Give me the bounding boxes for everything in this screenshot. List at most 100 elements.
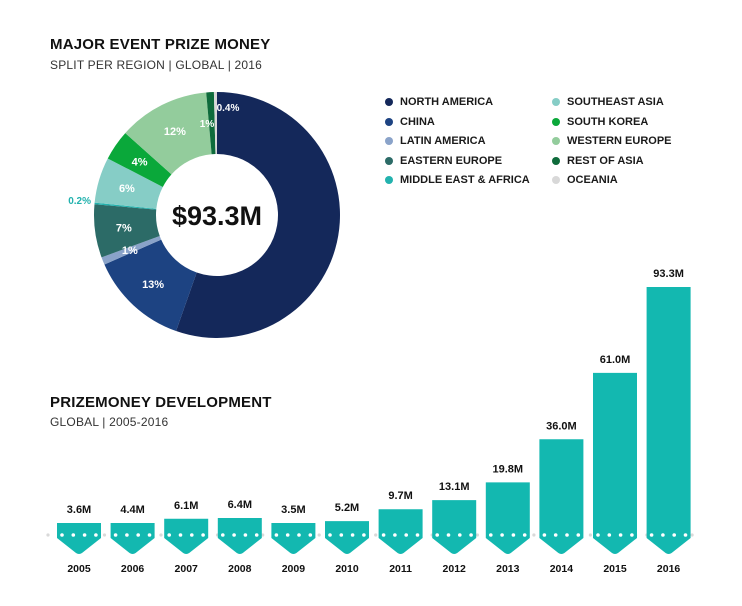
donut-slice-south-korea xyxy=(107,133,172,187)
legend-item-south-korea: SOUTH KOREA xyxy=(552,116,648,128)
bar-2013 xyxy=(485,482,530,554)
legend-label: EASTERN EUROPE xyxy=(400,154,503,167)
bar-dot xyxy=(630,533,634,537)
legend-item-china: CHINA xyxy=(385,116,435,128)
bar-dot xyxy=(297,533,301,537)
legend-label: SOUTHEAST ASIA xyxy=(567,96,664,108)
bar-value-label: 93.3M xyxy=(653,268,684,280)
bar-dot xyxy=(113,533,118,537)
bar-2005 xyxy=(57,523,101,554)
bar-2012 xyxy=(432,500,477,554)
baseline-dot xyxy=(532,533,536,537)
bar-dot xyxy=(167,533,171,537)
bar-dot xyxy=(147,533,152,537)
bar-dot xyxy=(500,533,504,537)
donut-subtitle: SPLIT PER REGION | GLOBAL | 2016 xyxy=(50,58,263,72)
bar-2014 xyxy=(539,439,584,554)
legend-item-oceania: OCEANIA xyxy=(552,174,618,186)
bar-dot xyxy=(201,533,205,537)
bar-2016 xyxy=(646,287,691,554)
donut-slice-china xyxy=(104,239,197,331)
bar-dot xyxy=(125,533,129,537)
baseline-dot xyxy=(374,533,378,537)
bar-value-label: 36.0M xyxy=(546,420,577,432)
x-tick-label: 2012 xyxy=(443,563,467,575)
legend-label: CHINA xyxy=(400,115,435,128)
bar-value-label: 9.7M xyxy=(388,490,412,502)
bar-dot xyxy=(649,533,654,537)
legend-item-rest-of-asia: REST OF ASIA xyxy=(552,155,644,167)
donut-slice-eastern-europe xyxy=(94,204,160,258)
donut-title: MAJOR EVENT PRIZE MONEY xyxy=(50,36,271,53)
bar-dot xyxy=(339,533,344,537)
legend-swatch-icon xyxy=(385,176,393,184)
bar-dot xyxy=(683,533,688,537)
bar-dot xyxy=(221,533,225,537)
legend-label: SOUTH KOREA xyxy=(567,115,649,128)
x-tick-label: 2005 xyxy=(67,563,91,575)
bar-dot xyxy=(381,533,386,537)
donut-label-latin-america: 1% xyxy=(122,245,138,257)
bar-2010 xyxy=(325,521,369,554)
bar-value-label: 5.2M xyxy=(335,502,359,514)
bar-dot xyxy=(672,533,676,537)
baseline-dot xyxy=(588,533,593,537)
bar-value-label: 19.8M xyxy=(493,463,524,475)
legend-item-latin-america: LATIN AMERICA xyxy=(385,135,486,147)
donut-label-oceania: 0.4% xyxy=(217,103,240,114)
legend-label: WESTERN EUROPE xyxy=(567,135,672,147)
x-tick-label: 2013 xyxy=(496,563,520,575)
bar-2015 xyxy=(593,372,637,554)
bar-value-label: 13.1M xyxy=(439,481,470,493)
bar-dot xyxy=(415,533,420,537)
bar-dot xyxy=(60,533,64,537)
donut-slice-middle-east-and-africa xyxy=(94,202,157,210)
x-tick-label: 2011 xyxy=(389,563,412,575)
bar-value-label: 3.6M xyxy=(67,504,91,516)
bar-value-label: 3.5M xyxy=(281,504,305,516)
bar-2008 xyxy=(217,517,262,554)
x-tick-label: 2016 xyxy=(657,563,681,575)
bar-dot xyxy=(565,533,569,537)
bar-dot xyxy=(511,533,516,537)
donut-label-rest-of-asia: 1% xyxy=(200,119,215,130)
baseline-dot xyxy=(475,533,479,537)
bar-dot xyxy=(274,533,279,537)
bar-2007 xyxy=(164,518,209,554)
bar-dot xyxy=(435,533,440,537)
legend-label: OCEANIA xyxy=(567,174,618,186)
bar-value-label: 6.1M xyxy=(174,500,198,512)
x-tick-label: 2008 xyxy=(228,563,252,575)
bar-2006 xyxy=(110,523,155,554)
donut-label-china: 13% xyxy=(142,279,164,291)
legend-item-western-europe: WESTERN EUROPE xyxy=(552,135,672,147)
legend-swatch-icon xyxy=(385,156,393,165)
bar-dot xyxy=(542,533,547,537)
bar-dot xyxy=(618,533,623,537)
bar-chart-title: PRIZEMONEY DEVELOPMENT xyxy=(50,394,272,411)
donut-slice-oceania xyxy=(213,92,217,155)
bar-dot xyxy=(522,533,527,537)
bar-dot xyxy=(469,533,473,537)
bar-2009 xyxy=(271,523,316,554)
bar-dot xyxy=(136,533,140,537)
donut-label-middle-east-and-africa: 0.2% xyxy=(68,196,91,207)
legend-item-eastern-europe: EASTERN EUROPE xyxy=(385,155,502,167)
bar-dot xyxy=(661,533,665,537)
bar-dot xyxy=(328,533,332,537)
bar-chart-subtitle: GLOBAL | 2005-2016 xyxy=(50,415,169,429)
donut-slice-rest-of-asia xyxy=(206,92,216,155)
donut-slice-western-europe xyxy=(125,92,212,175)
bar-dot xyxy=(71,533,76,537)
legend-label: MIDDLE EAST & AFRICA xyxy=(400,174,530,186)
baseline-dot xyxy=(261,533,265,537)
baseline-dot xyxy=(317,533,321,537)
bar-value-label: 4.4M xyxy=(120,504,144,516)
bar-dot xyxy=(404,533,409,537)
donut-label-eastern-europe: 7% xyxy=(116,222,132,234)
legend-swatch-icon xyxy=(552,156,560,165)
bar-dot xyxy=(576,533,581,537)
bar-dot xyxy=(94,533,98,537)
